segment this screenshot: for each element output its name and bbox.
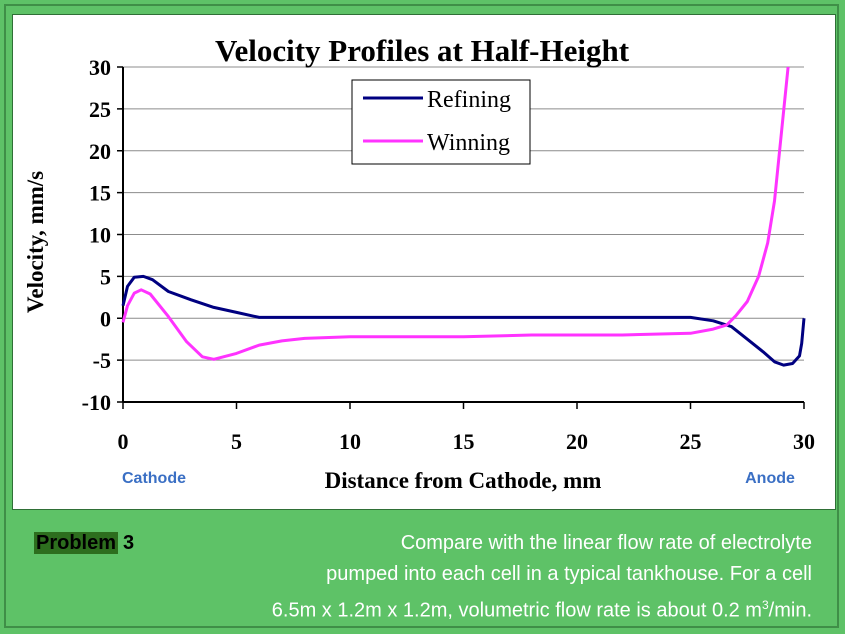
legend-label-refining: Refining — [427, 87, 511, 113]
problem-line-2: pumped into each cell in a typical tankh… — [326, 563, 812, 585]
cathode-annotation: Cathode — [122, 470, 186, 487]
y-tick-label: 20 — [89, 139, 111, 164]
anode-annotation: Anode — [745, 470, 795, 487]
axes — [117, 66, 805, 409]
series-line-refining — [121, 274, 806, 367]
y-tick-label: -5 — [93, 348, 111, 373]
problem-line-1: Compare with the linear flow rate of ele… — [400, 532, 812, 554]
x-tick-label: 20 — [566, 429, 588, 454]
problem-statement: Problem 3 Compare with the linear flow ra… — [22, 528, 828, 622]
x-tick-label: 5 — [231, 429, 242, 454]
legend: Refining Winning — [351, 79, 531, 165]
legend-box — [351, 79, 531, 165]
problem-number: 3 — [123, 532, 135, 554]
series-line-winning — [121, 66, 790, 361]
y-tick-label: 30 — [89, 55, 111, 80]
x-tick-label: 15 — [453, 429, 475, 454]
velocity-chart: 30 25 20 15 10 5 0 -5 -10 0 5 10 15 20 25 30 Velocity … — [23, 33, 816, 493]
y-tick-label: 5 — [100, 264, 111, 289]
y-tick-label: 25 — [89, 97, 111, 122]
y-tick-labels: 30 25 20 15 10 5 0 -5 -10 — [82, 55, 111, 415]
y-tick-label: 15 — [89, 181, 111, 206]
y-tick-label: -10 — [82, 390, 111, 415]
y-axis-label: Velocity, mm/s — [23, 171, 48, 313]
problem-line-3-end: /min. — [768, 599, 812, 622]
problem-heading: Problem 3 — [34, 528, 134, 559]
problem-line-3-main: 6.5m x 1.2m x 1.2m, volumetric flow rate… — [271, 599, 762, 622]
x-tick-label: 30 — [793, 429, 815, 454]
x-tick-label: 0 — [118, 429, 129, 454]
problem-line-3: 6.5m x 1.2m x 1.2m, volumetric flow rate… — [272, 590, 812, 627]
chart-title: Velocity Profiles at Half-Height — [215, 33, 630, 68]
problem-label: Problem — [34, 532, 119, 554]
x-axis-label: Distance from Cathode, mm — [325, 468, 602, 493]
y-tick-label: 10 — [89, 223, 111, 248]
y-tick-label: 0 — [100, 306, 111, 331]
x-tick-label: 25 — [680, 429, 702, 454]
legend-label-winning: Winning — [427, 130, 510, 156]
series-lines — [121, 66, 806, 367]
x-tick-labels: 0 5 10 15 20 25 30 — [118, 429, 816, 454]
problem-line-3-sup: 3 — [761, 598, 769, 612]
x-tick-label: 10 — [339, 429, 361, 454]
